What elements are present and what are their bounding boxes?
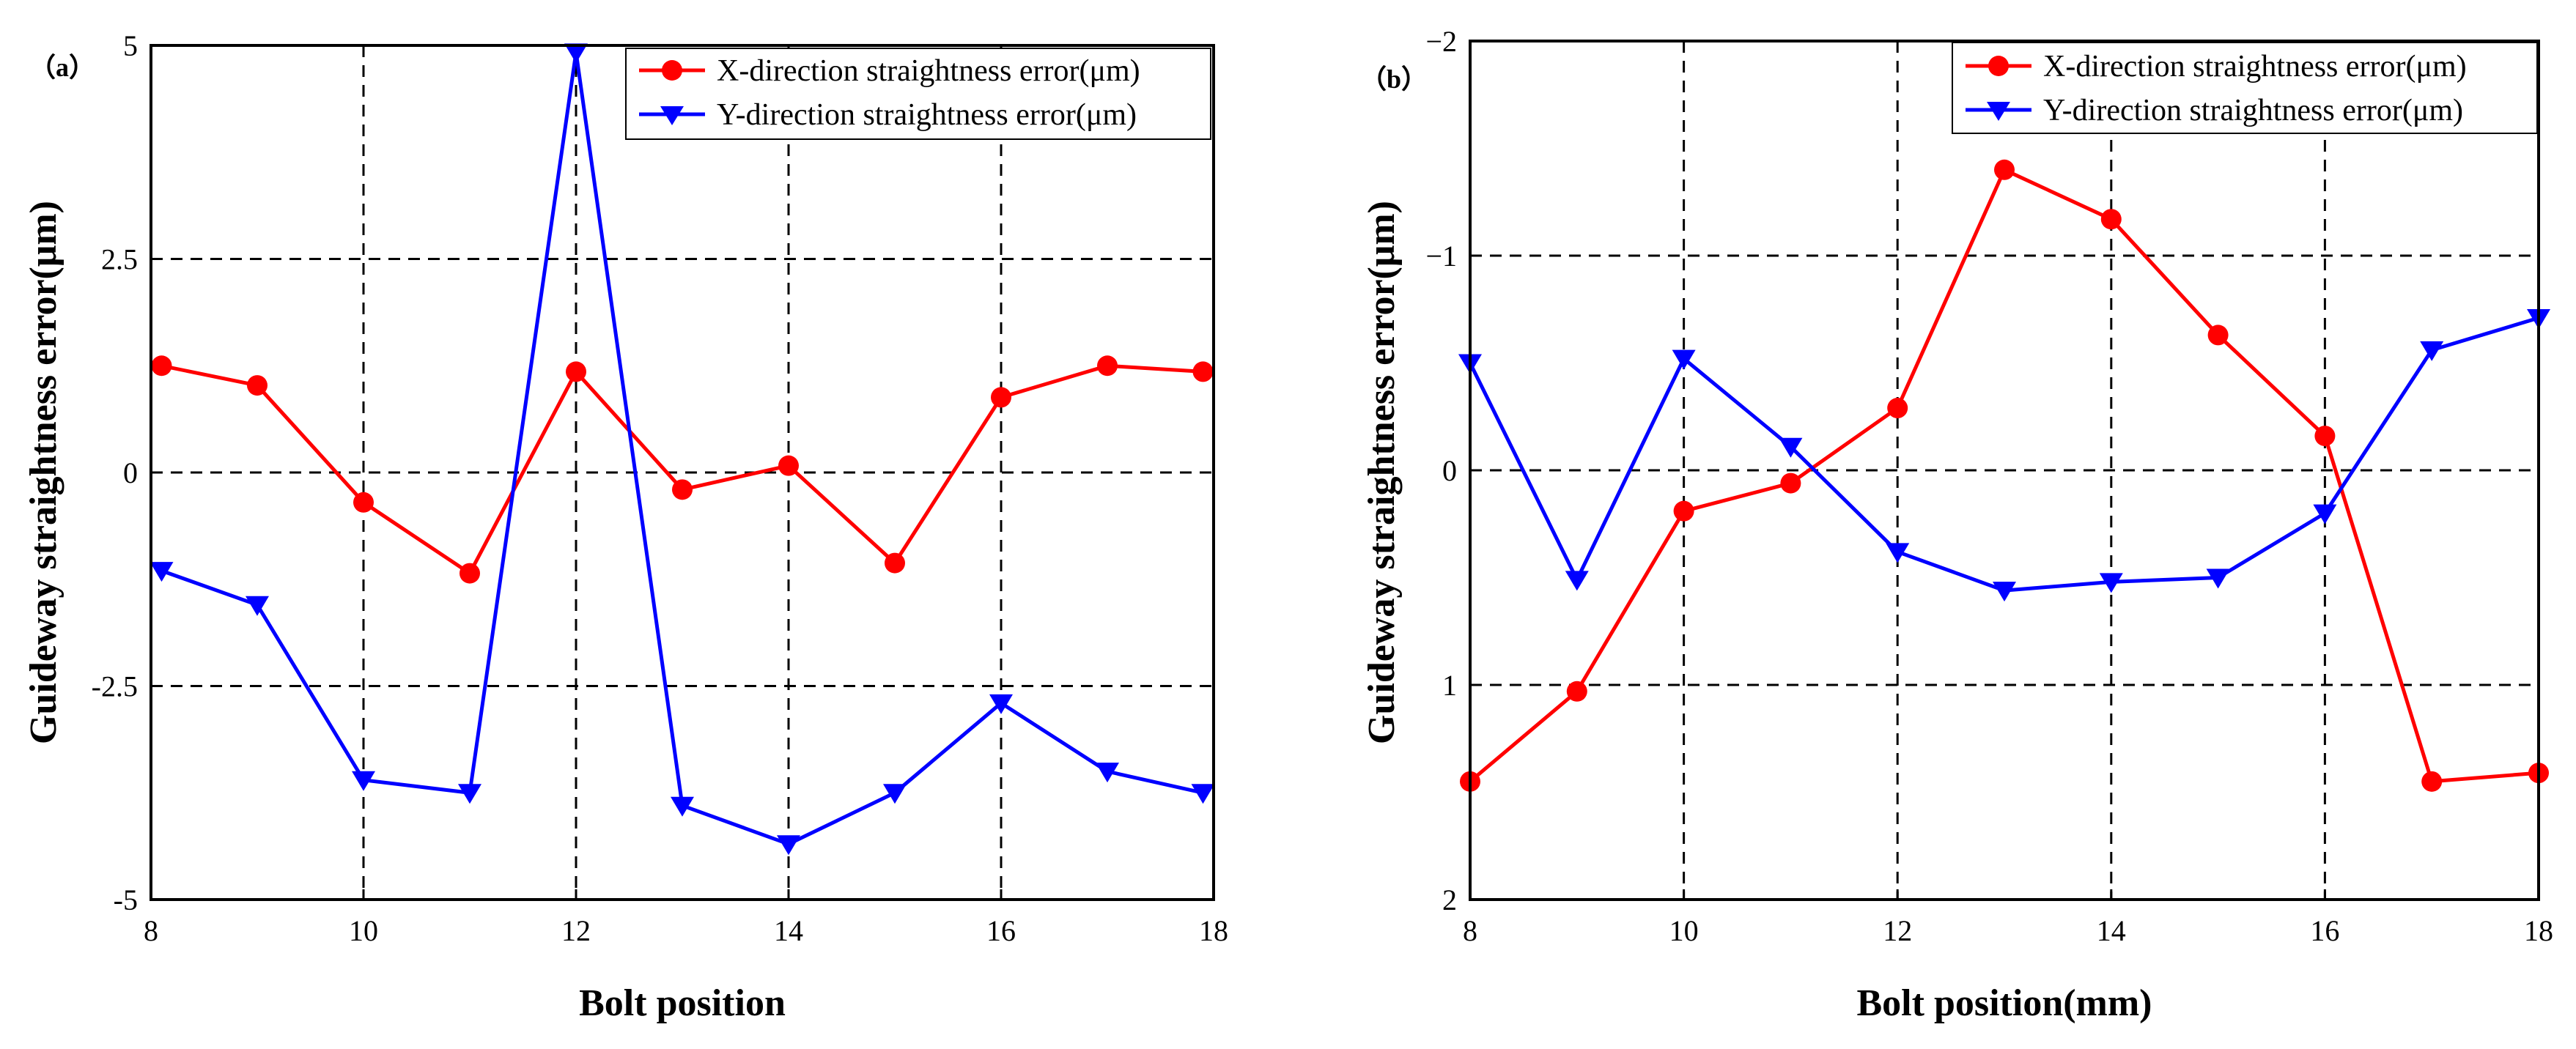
x-tick-label: 16 (986, 914, 1016, 947)
x-tick-labels: 8 10 12 14 16 18 (144, 914, 1228, 947)
x-tick-label: 16 (2310, 914, 2339, 947)
series-markers (1458, 159, 2550, 792)
y-tick-label: 2.5 (101, 243, 138, 276)
x-tick-label: 12 (1883, 914, 1912, 947)
x-tick-label: 8 (144, 914, 158, 947)
x-tick-label: 18 (1199, 914, 1228, 947)
data-point-x (778, 455, 799, 476)
series-markers (150, 43, 1215, 856)
series-line-x (1469, 168, 2539, 784)
data-point-y (1096, 763, 1119, 783)
x-axis-title: Bolt position(mm) (1857, 982, 2152, 1024)
data-point-x (1994, 159, 2015, 180)
x-tick-label: 14 (2097, 914, 2126, 947)
data-point-x (1192, 361, 1214, 382)
data-point-x (1097, 355, 1118, 377)
data-point-x (1780, 472, 1801, 494)
data-point-x (566, 361, 586, 382)
data-point-x (2100, 209, 2122, 230)
chart-panel-b: 8 10 12 14 16 18 −2 −1 0 1 2 Bolt positi… (1360, 25, 2553, 1024)
data-point-y (989, 694, 1013, 714)
x-axis-title: Bolt position (579, 982, 786, 1024)
data-point-y (1886, 543, 1910, 563)
y-tick-label: 0 (123, 456, 138, 489)
y-tick-label: -5 (114, 883, 138, 916)
series-lines (1468, 168, 2539, 784)
legend-marker-x (1988, 56, 2009, 76)
data-point-y (150, 562, 174, 582)
data-point-x (151, 355, 172, 377)
data-point-x (1673, 500, 1694, 522)
y-tick-label: 0 (1442, 454, 1457, 487)
legend-marker-y (660, 106, 684, 125)
x-tick-label: 12 (561, 914, 591, 947)
x-tick-label: 14 (774, 914, 803, 947)
data-point-y (2313, 504, 2337, 524)
legend-marker-y (1987, 102, 2010, 121)
y-tick-label: −2 (1425, 25, 1457, 58)
data-point-y (1672, 349, 1696, 370)
data-point-y (352, 771, 375, 791)
y-axis-title: Guideway straightness error(μm) (23, 201, 64, 744)
data-point-y (2206, 568, 2230, 589)
data-point-y (2099, 573, 2123, 593)
series-line-y (1468, 316, 2539, 593)
data-point-y (777, 835, 800, 856)
data-point-x (247, 375, 267, 396)
y-tick-label: −1 (1425, 240, 1457, 273)
data-point-x (885, 552, 905, 574)
x-tick-labels: 8 10 12 14 16 18 (1463, 914, 2553, 947)
data-point-y (1565, 571, 1589, 591)
legend-label-x: X-direction straightness error(μm) (2043, 50, 2467, 84)
panel-label: （a） (29, 53, 95, 82)
data-point-y (1779, 437, 1803, 458)
data-point-y (564, 43, 588, 64)
y-tick-label: 2 (1442, 883, 1457, 916)
series-line-y (160, 50, 1204, 846)
chart-panel-a: 8 10 12 14 16 18 -5 -2.5 0 2.5 5 Bolt po… (23, 29, 1228, 1024)
data-point-x (353, 492, 374, 513)
data-point-x (2314, 426, 2336, 447)
y-tick-label: 1 (1442, 669, 1457, 702)
legend-label-y: Y-direction straightness error(μm) (717, 98, 1137, 132)
x-tick-label: 10 (349, 914, 378, 947)
x-tick-label: 8 (1463, 914, 1477, 947)
data-point-y (458, 784, 481, 804)
data-point-y (1993, 582, 2016, 602)
x-tick-label: 18 (2524, 914, 2553, 947)
legend-box (625, 48, 1211, 140)
data-point-x (672, 479, 693, 500)
legend: X-direction straightness error(μm) Y-dir… (625, 48, 1211, 140)
legend-label-y: Y-direction straightness error(μm) (2043, 94, 2463, 127)
tick-marks (150, 44, 1215, 901)
data-point-x (1566, 681, 1587, 702)
data-point-x (1887, 398, 1908, 419)
data-point-y (883, 784, 907, 804)
data-point-y (246, 596, 269, 616)
tick-marks (1469, 40, 2540, 901)
y-axis-title: Guideway straightness error(μm) (1361, 201, 1403, 744)
legend: X-direction straightness error(μm) Y-dir… (1952, 42, 2538, 134)
y-tick-label: 5 (123, 29, 138, 62)
data-point-y (671, 796, 694, 817)
data-point-y (2420, 341, 2444, 361)
data-point-x (2421, 771, 2443, 792)
legend-marker-x (662, 60, 682, 81)
grid-lines (151, 45, 1214, 900)
data-point-y (1191, 784, 1215, 804)
y-tick-label: -2.5 (92, 670, 138, 703)
data-point-x (2207, 325, 2229, 346)
grid-lines (1470, 41, 2539, 900)
series-line-x (160, 363, 1203, 576)
y-tick-labels: -5 -2.5 0 2.5 5 (92, 29, 138, 916)
data-point-x (991, 387, 1011, 408)
legend-label-x: X-direction straightness error(μm) (717, 54, 1140, 88)
legend-box (1952, 42, 2538, 134)
series-lines (160, 50, 1204, 846)
y-tick-labels: −2 −1 0 1 2 (1425, 25, 1457, 916)
data-point-x (460, 563, 480, 584)
x-tick-label: 10 (1669, 914, 1699, 947)
panel-label: （b） (1360, 64, 1428, 94)
